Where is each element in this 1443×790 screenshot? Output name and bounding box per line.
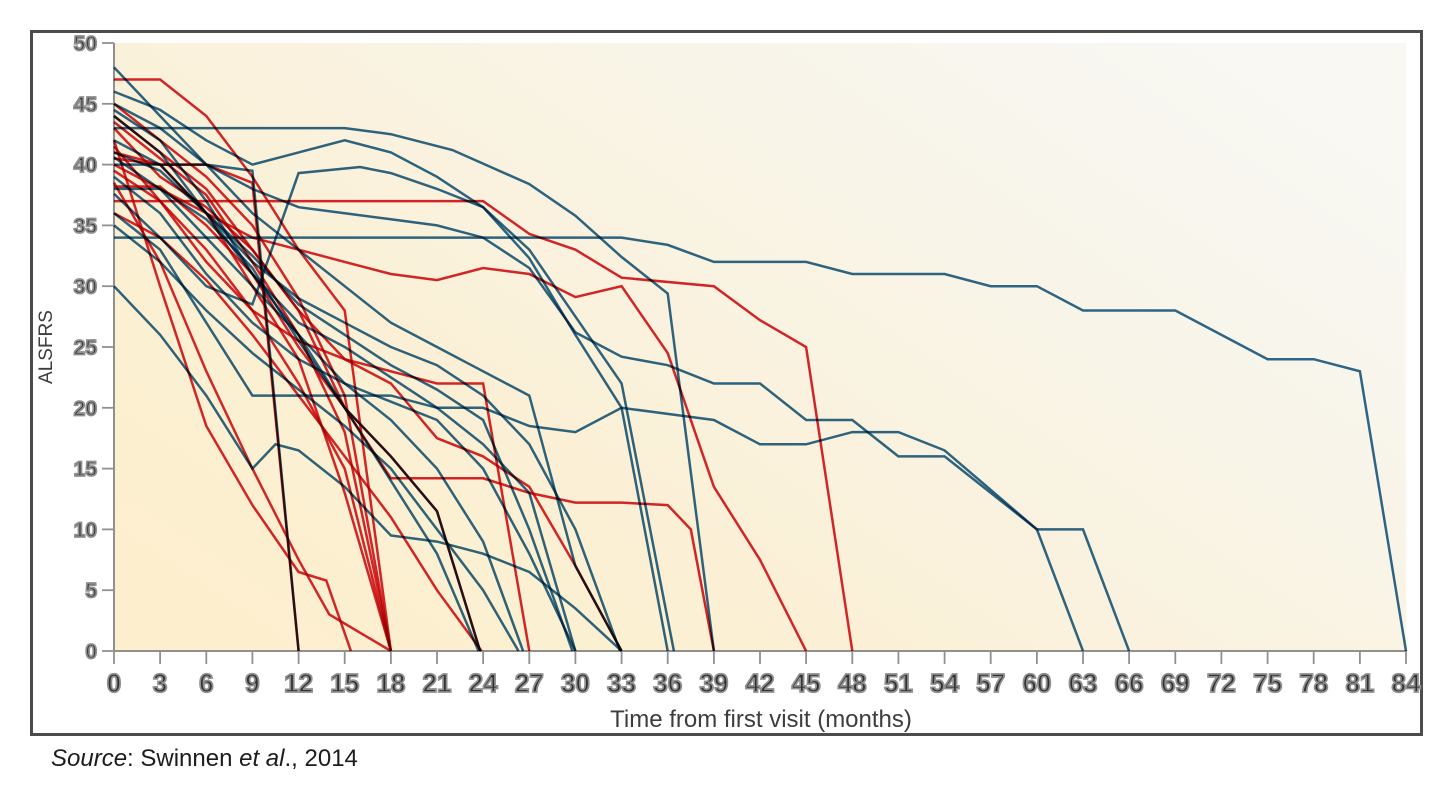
svg-text:75: 75: [1253, 668, 1282, 698]
svg-text:35: 35: [74, 215, 98, 238]
svg-text:ALSFRS: ALSFRS: [36, 310, 57, 384]
svg-text:81: 81: [1345, 668, 1374, 698]
svg-text:5: 5: [85, 580, 97, 603]
svg-text:15: 15: [74, 458, 98, 481]
svg-text:30: 30: [74, 276, 97, 299]
svg-text:69: 69: [1161, 668, 1190, 698]
svg-text:9: 9: [245, 668, 259, 698]
svg-text:66: 66: [1115, 668, 1144, 698]
svg-text:3: 3: [153, 668, 167, 698]
svg-text:54: 54: [930, 668, 959, 698]
svg-text:10: 10: [74, 519, 97, 542]
svg-text:0: 0: [85, 641, 97, 664]
svg-text:24: 24: [469, 668, 498, 698]
svg-text:84: 84: [1392, 668, 1421, 698]
svg-text:36: 36: [653, 668, 682, 698]
svg-text:39: 39: [699, 668, 728, 698]
svg-text:30: 30: [561, 668, 590, 698]
svg-text:45: 45: [74, 93, 98, 116]
svg-text:21: 21: [423, 668, 452, 698]
svg-text:25: 25: [74, 337, 98, 360]
svg-text:63: 63: [1069, 668, 1098, 698]
svg-text:15: 15: [330, 668, 359, 698]
svg-text:78: 78: [1299, 668, 1328, 698]
svg-text:18: 18: [376, 668, 405, 698]
svg-text:40: 40: [74, 154, 97, 177]
svg-text:60: 60: [1022, 668, 1051, 698]
svg-text:45: 45: [792, 668, 821, 698]
svg-text:Time from first visit (months): Time from first visit (months): [610, 706, 912, 733]
svg-text:50: 50: [74, 33, 97, 56]
svg-text:12: 12: [284, 668, 313, 698]
svg-text:57: 57: [976, 668, 1005, 698]
svg-text:72: 72: [1207, 668, 1236, 698]
svg-text:6: 6: [199, 668, 213, 698]
svg-text:20: 20: [74, 397, 97, 420]
svg-text:48: 48: [838, 668, 867, 698]
svg-text:0: 0: [107, 668, 121, 698]
svg-text:42: 42: [746, 668, 775, 698]
svg-text:51: 51: [884, 668, 913, 698]
svg-text:27: 27: [515, 668, 544, 698]
svg-text:33: 33: [607, 668, 636, 698]
